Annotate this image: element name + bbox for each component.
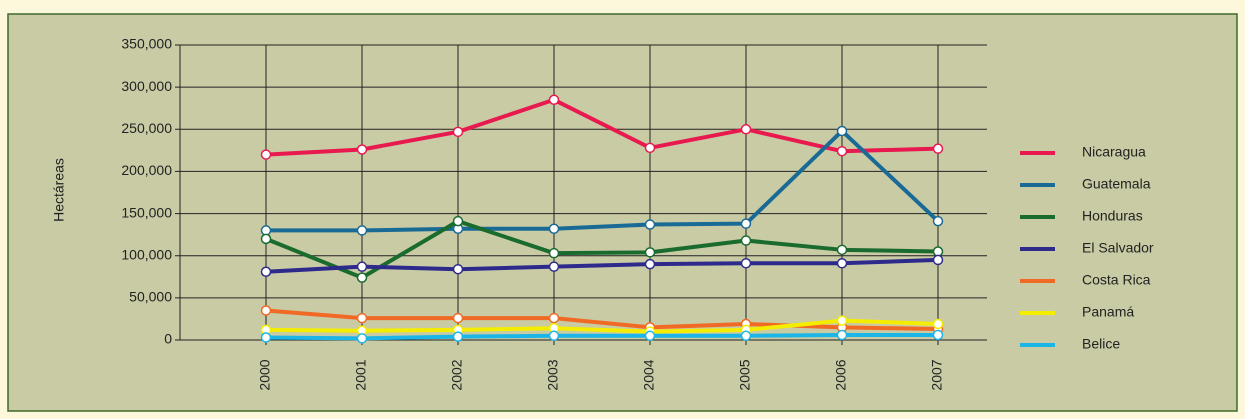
point: [932, 246, 944, 257]
point: [932, 329, 944, 341]
point: [836, 258, 848, 269]
y-tick-label: 200,000: [121, 162, 172, 178]
y-tick-label: 0: [164, 331, 172, 347]
point: [836, 315, 848, 326]
point: [260, 266, 272, 277]
point: [356, 225, 368, 236]
legend-label: El Salvador: [1082, 240, 1154, 256]
legend-label: Panamá: [1082, 304, 1134, 320]
point: [836, 125, 848, 137]
point: [932, 215, 944, 227]
point: [740, 218, 752, 229]
point: [644, 142, 656, 154]
point: [260, 149, 272, 160]
series-line: [266, 128, 940, 233]
point: [740, 235, 752, 246]
point: [452, 263, 464, 275]
y-tick-label: 300,000: [121, 78, 172, 94]
point: [644, 330, 656, 342]
series-line: [265, 308, 939, 332]
point: [932, 254, 944, 266]
point: [740, 124, 752, 135]
x-tick-label: 2003: [545, 359, 561, 390]
point: [356, 312, 368, 324]
point: [260, 332, 272, 343]
point: [452, 126, 464, 138]
x-tick-label: 2001: [353, 359, 369, 390]
point: [548, 312, 560, 324]
y-tick-label: 250,000: [121, 120, 172, 136]
point: [548, 94, 560, 106]
x-tick-label: 2007: [929, 359, 945, 390]
point: [356, 272, 368, 283]
point: [452, 331, 464, 342]
legend-label: Belice: [1082, 336, 1120, 352]
point: [932, 143, 944, 154]
point: [932, 318, 944, 330]
point: [836, 329, 848, 341]
point: [260, 305, 272, 316]
chart-panel: [7, 13, 1238, 412]
point: [548, 247, 560, 259]
x-tick-label: 2000: [257, 359, 273, 390]
y-tick-label: 350,000: [121, 36, 172, 52]
series-line: [265, 257, 939, 274]
x-tick-label: 2006: [833, 359, 849, 390]
point: [740, 258, 752, 269]
series-line: [265, 318, 939, 334]
point: [644, 247, 656, 258]
legend-label: Guatemala: [1082, 176, 1151, 192]
point: [836, 145, 848, 157]
legend-label: Costa Rica: [1082, 272, 1151, 288]
point: [356, 261, 368, 272]
point: [452, 312, 464, 324]
y-tick-label: 50,000: [129, 289, 172, 305]
point: [548, 261, 560, 272]
point: [644, 219, 656, 230]
point: [356, 333, 368, 344]
series-line: [265, 332, 938, 341]
point: [452, 215, 464, 227]
x-tick-label: 2004: [641, 359, 657, 390]
point: [836, 244, 848, 256]
legend-label: Nicaragua: [1082, 144, 1146, 160]
x-tick-label: 2005: [737, 359, 753, 390]
point: [260, 233, 272, 245]
x-tick-label: 2002: [449, 359, 465, 390]
point: [548, 223, 560, 234]
legend-label: Honduras: [1082, 208, 1143, 224]
y-tick-label: 150,000: [121, 204, 172, 220]
y-axis-label: Hectáreas: [51, 158, 67, 222]
point: [356, 144, 368, 155]
point: [644, 258, 656, 270]
y-tick-label: 100,000: [121, 246, 172, 262]
point: [260, 225, 272, 236]
point: [740, 330, 752, 342]
point: [548, 330, 560, 342]
